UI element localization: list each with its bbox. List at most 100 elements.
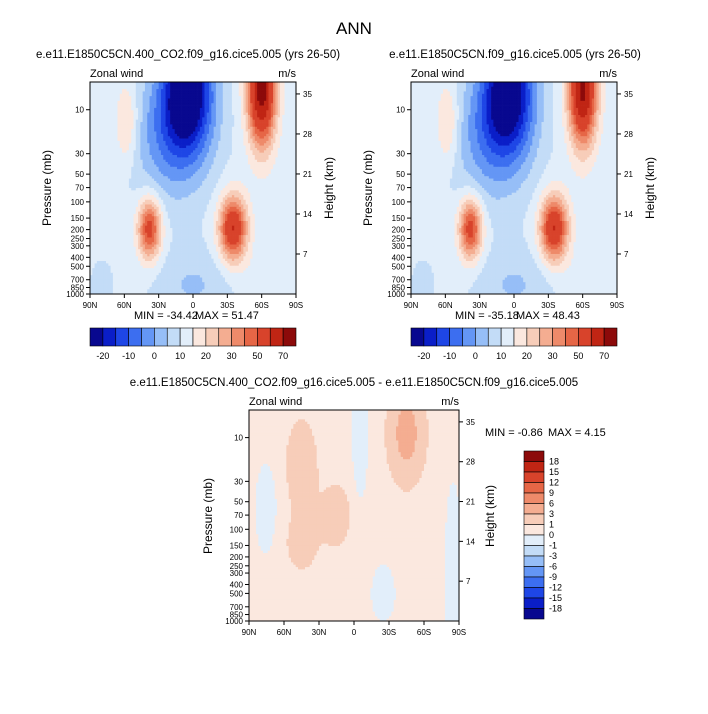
contour-cell	[131, 186, 134, 189]
contour-cell	[262, 181, 265, 184]
contour-cell	[166, 117, 169, 120]
contour-cell	[95, 113, 98, 116]
contour-cell	[289, 153, 292, 156]
contour-cell	[200, 167, 203, 170]
contour-cell	[133, 136, 136, 139]
contour-cell	[127, 169, 130, 172]
contour-cell	[204, 110, 207, 113]
contour-cell	[246, 167, 249, 170]
contour-cell	[282, 190, 285, 193]
contour-cell	[234, 174, 237, 177]
contour-cell	[124, 120, 127, 123]
contour-cell	[145, 89, 148, 92]
contour-cell	[92, 141, 95, 144]
contour-cell	[133, 127, 136, 130]
contour-cell	[97, 150, 100, 153]
contour-cell	[152, 174, 155, 177]
contour-cell	[266, 160, 269, 163]
contour-cell	[111, 96, 114, 99]
contour-cell	[218, 181, 221, 184]
contour-cell	[273, 157, 276, 160]
contour-cell	[207, 197, 210, 200]
contour-cell	[101, 188, 104, 191]
contour-cell	[243, 141, 246, 144]
contour-cell	[133, 169, 136, 172]
contour-cell	[200, 108, 203, 111]
contour-cell	[193, 122, 196, 125]
contour-cell	[97, 204, 100, 207]
contour-cell	[172, 193, 175, 196]
contour-cell	[257, 120, 260, 123]
contour-cell	[95, 139, 98, 142]
contour-cell	[127, 181, 130, 184]
contour-cell	[227, 148, 230, 151]
contour-cell	[143, 96, 146, 99]
contour-cell	[188, 183, 191, 186]
contour-cell	[161, 150, 164, 153]
contour-cell	[154, 134, 157, 137]
contour-cell	[117, 190, 120, 193]
contour-cell	[198, 106, 201, 109]
contour-cell	[216, 197, 219, 200]
contour-cell	[175, 193, 178, 196]
contour-cell	[106, 122, 109, 125]
contour-cell	[278, 110, 281, 113]
contour-cell	[97, 172, 100, 175]
contour-cell	[145, 148, 148, 151]
contour-cell	[113, 120, 116, 123]
contour-cell	[97, 167, 100, 170]
contour-cell	[282, 94, 285, 97]
contour-cell	[255, 172, 258, 175]
contour-cell	[220, 94, 223, 97]
contour-cell	[216, 202, 219, 205]
contour-cell	[177, 209, 180, 212]
contour-cell	[262, 136, 265, 139]
contour-cell	[147, 131, 150, 134]
contour-cell	[136, 174, 139, 177]
contour-cell	[129, 131, 132, 134]
contour-cell	[200, 101, 203, 104]
contour-cell	[289, 113, 292, 116]
contour-cell	[143, 150, 146, 153]
contour-cell	[179, 110, 182, 113]
contour-cell	[280, 186, 283, 189]
contour-cell	[95, 204, 98, 207]
contour-cell	[198, 96, 201, 99]
contour-cell	[259, 103, 262, 106]
contour-cell	[202, 181, 205, 184]
contour-cell	[257, 131, 260, 134]
contour-cell	[278, 117, 281, 120]
contour-cell	[191, 164, 194, 167]
contour-cell	[234, 186, 237, 189]
contour-cell	[127, 202, 130, 205]
contour-cell	[108, 91, 111, 94]
contour-cell	[143, 188, 146, 191]
contour-cell	[163, 87, 166, 90]
contour-cell	[186, 207, 189, 210]
contour-cell	[182, 204, 185, 207]
contour-cell	[170, 186, 173, 189]
contour-cell	[282, 188, 285, 191]
contour-cell	[253, 190, 256, 193]
contour-cell	[289, 131, 292, 134]
contour-cell	[218, 188, 221, 191]
contour-cell	[269, 172, 272, 175]
contour-cell	[262, 160, 265, 163]
contour-cell	[241, 139, 244, 142]
contour-cell	[143, 183, 146, 186]
contour-cell	[166, 113, 169, 116]
contour-cell	[117, 117, 120, 120]
contour-cell	[241, 141, 244, 144]
contour-cell	[175, 207, 178, 210]
contour-cell	[184, 139, 187, 142]
contour-cell	[138, 176, 141, 179]
contour-cell	[106, 148, 109, 151]
contour-cell	[241, 108, 244, 111]
contour-cell	[133, 129, 136, 132]
contour-cell	[143, 127, 146, 130]
contour-cell	[120, 106, 123, 109]
contour-cell	[264, 143, 267, 146]
contour-cell	[250, 101, 253, 104]
contour-cell	[216, 172, 219, 175]
contour-cell	[253, 89, 256, 92]
